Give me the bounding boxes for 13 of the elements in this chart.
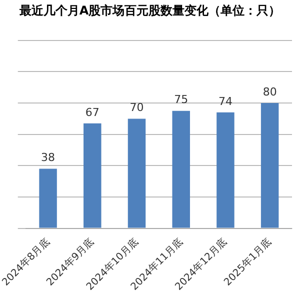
bar [172,110,190,228]
data-label: 67 [85,106,100,119]
data-label: 80 [262,85,277,98]
bar [216,112,234,228]
bar [84,123,102,228]
bar [260,103,279,228]
data-label: 74 [218,94,232,108]
bar [128,118,146,228]
data-label: 38 [41,151,56,164]
data-label: 75 [174,93,188,106]
bar [39,168,57,228]
data-label: 70 [130,101,144,114]
chart-title: 最近几个月A股市场百元股数量变化（单位：只） [18,3,281,18]
